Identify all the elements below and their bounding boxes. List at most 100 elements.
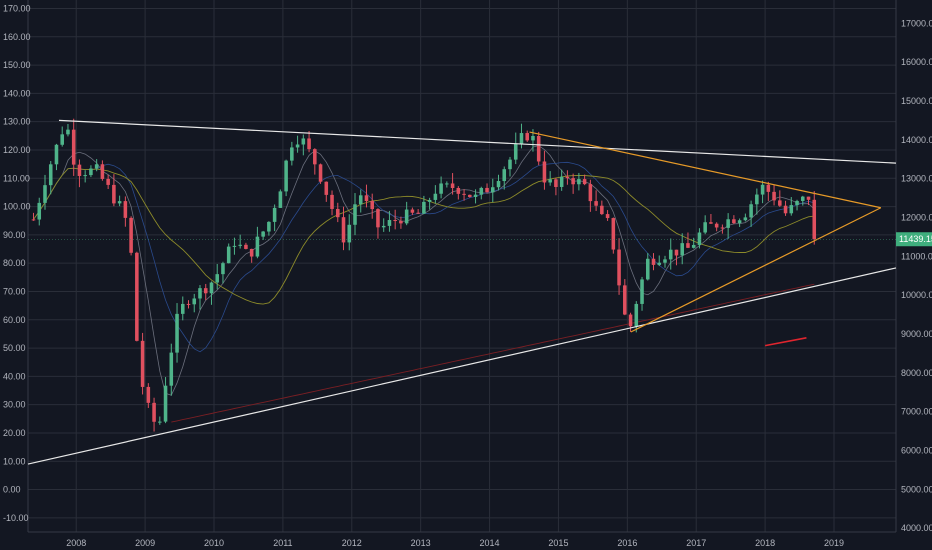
- candle-body[interactable]: [255, 236, 260, 257]
- candle-body[interactable]: [795, 200, 799, 206]
- candle-body[interactable]: [112, 184, 116, 204]
- candle-body[interactable]: [657, 262, 662, 265]
- candle-body[interactable]: [238, 244, 242, 246]
- candle-body[interactable]: [628, 314, 633, 327]
- candle-body[interactable]: [301, 138, 306, 145]
- candle-body[interactable]: [691, 244, 696, 248]
- candle-body[interactable]: [399, 220, 403, 224]
- trendline-drawings[interactable]: [27, 119, 897, 465]
- candle-body[interactable]: [410, 209, 415, 213]
- candle-body[interactable]: [353, 204, 357, 225]
- candle-body[interactable]: [89, 168, 93, 176]
- candle-body[interactable]: [146, 386, 151, 403]
- candle-body[interactable]: [71, 129, 76, 165]
- candle-body[interactable]: [623, 285, 627, 315]
- candle-body[interactable]: [697, 232, 702, 245]
- candle-body[interactable]: [554, 179, 558, 187]
- time-axis[interactable]: 2008 2009 2010 2011 2012 2013 2014 2015 2016 2017…: [66, 538, 844, 548]
- candle-body[interactable]: [77, 164, 82, 177]
- candle-body[interactable]: [163, 385, 168, 422]
- candle-body[interactable]: [473, 194, 478, 197]
- candle-body[interactable]: [571, 178, 575, 185]
- candle-body[interactable]: [347, 224, 352, 243]
- candle-body[interactable]: [175, 313, 179, 353]
- triangle-upper-line[interactable]: [529, 131, 881, 209]
- candle-body[interactable]: [726, 219, 730, 228]
- candle-body[interactable]: [381, 225, 386, 228]
- candle-body[interactable]: [267, 221, 271, 232]
- candle-body[interactable]: [307, 138, 311, 150]
- candle-body[interactable]: [31, 219, 36, 221]
- candle-body[interactable]: [364, 195, 369, 202]
- candle-body[interactable]: [445, 183, 449, 185]
- candle-body[interactable]: [479, 187, 484, 195]
- candle-body[interactable]: [485, 187, 489, 193]
- candle-body[interactable]: [140, 340, 145, 387]
- candle-body[interactable]: [600, 205, 604, 215]
- candle-body[interactable]: [743, 217, 748, 221]
- candle-body[interactable]: [393, 220, 397, 222]
- candle-body[interactable]: [66, 129, 70, 135]
- candle-body[interactable]: [158, 421, 162, 423]
- candle-body[interactable]: [634, 303, 639, 327]
- candle-body[interactable]: [462, 193, 466, 195]
- candle-body[interactable]: [427, 199, 432, 202]
- candle-body[interactable]: [456, 187, 461, 194]
- candle-body[interactable]: [324, 181, 329, 195]
- candle-body[interactable]: [209, 282, 214, 294]
- candle-body[interactable]: [680, 243, 684, 256]
- candle-body[interactable]: [376, 209, 380, 228]
- candle-body[interactable]: [508, 159, 512, 170]
- candle-body[interactable]: [48, 164, 53, 186]
- candle-body[interactable]: [123, 201, 128, 218]
- candle-body[interactable]: [54, 144, 59, 165]
- candle-body[interactable]: [358, 195, 363, 205]
- candle-body[interactable]: [588, 184, 593, 202]
- candle-body[interactable]: [789, 205, 794, 214]
- candle-body[interactable]: [249, 248, 254, 257]
- candle-body[interactable]: [755, 194, 759, 205]
- candle-body[interactable]: [129, 217, 133, 253]
- candle-body[interactable]: [800, 196, 805, 201]
- candle-body[interactable]: [720, 227, 725, 229]
- candle-body[interactable]: [117, 201, 122, 204]
- candle-body[interactable]: [766, 184, 771, 192]
- candle-body[interactable]: [812, 199, 817, 240]
- candle-body[interactable]: [180, 303, 185, 314]
- candle-body[interactable]: [313, 149, 317, 165]
- candle-body[interactable]: [594, 201, 598, 206]
- candle-body[interactable]: [531, 135, 535, 141]
- candle-body[interactable]: [542, 161, 547, 183]
- candle-body[interactable]: [215, 274, 219, 283]
- candle-body[interactable]: [186, 303, 191, 305]
- candle-body[interactable]: [525, 133, 529, 141]
- left-price-axis[interactable]: 170.00 160.00 150.00 140.00 130.00 120.00 110.…: [3, 3, 31, 522]
- candle-body[interactable]: [783, 205, 788, 214]
- candle-body[interactable]: [341, 217, 346, 243]
- candle-body[interactable]: [106, 178, 110, 185]
- candle-body[interactable]: [772, 191, 776, 201]
- candle-body[interactable]: [737, 220, 742, 224]
- candle-body[interactable]: [778, 200, 782, 206]
- candle-body[interactable]: [278, 191, 283, 208]
- candle-body[interactable]: [100, 164, 105, 179]
- candle-body[interactable]: [284, 160, 288, 192]
- candle-body[interactable]: [439, 183, 443, 194]
- candle-body[interactable]: [548, 179, 552, 183]
- candle-body[interactable]: [732, 219, 736, 224]
- candle-body[interactable]: [519, 133, 524, 144]
- red-marker-line[interactable]: [764, 337, 807, 347]
- right-price-axis[interactable]: 17000.00 16000.00 15000.00 14000.00 13000.00…: [901, 18, 932, 533]
- candle-body[interactable]: [714, 223, 719, 228]
- candle-body[interactable]: [703, 222, 707, 233]
- candle-body[interactable]: [640, 279, 644, 304]
- candle-body[interactable]: [502, 169, 507, 182]
- candle-body[interactable]: [582, 179, 587, 185]
- candle-body[interactable]: [433, 193, 438, 200]
- candle-body[interactable]: [244, 244, 248, 249]
- candle-body[interactable]: [709, 222, 713, 224]
- candle-body[interactable]: [806, 196, 811, 200]
- candle-body[interactable]: [203, 288, 208, 294]
- candle-body[interactable]: [83, 175, 87, 177]
